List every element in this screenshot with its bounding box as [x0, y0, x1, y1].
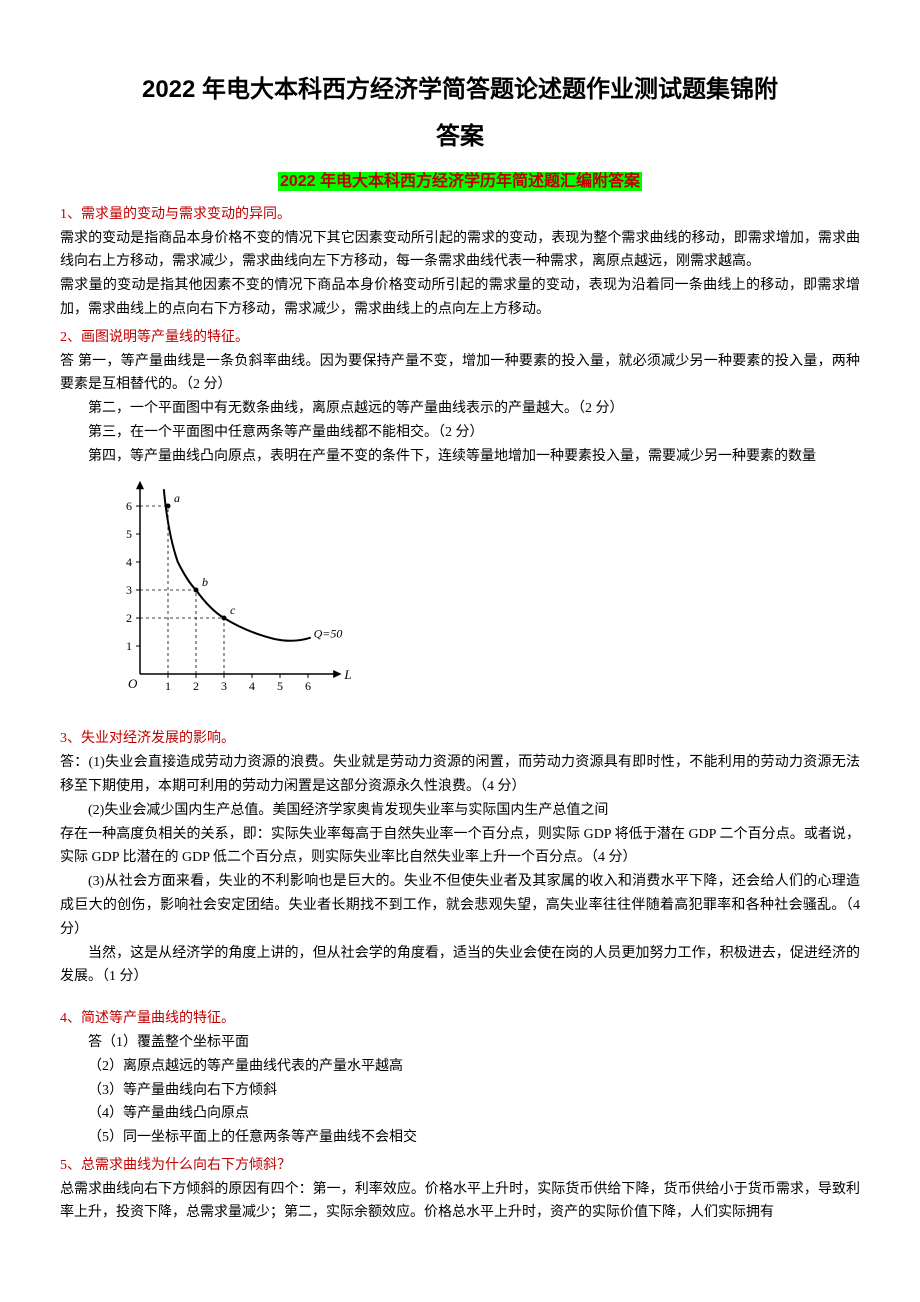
- svg-text:K: K: [128, 479, 139, 482]
- q4-p1: 答（1）覆盖整个坐标平面: [60, 1031, 860, 1055]
- q3-p2: (2)失业会减少国内生产总值。美国经济学家奥肯发现失业率与实际国内生产总值之间: [60, 799, 860, 823]
- svg-text:6: 6: [126, 499, 132, 513]
- q5-p1: 总需求曲线向右下方倾斜的原因有四个：第一，利率效应。价格水平上升时，实际货币供给…: [60, 1178, 860, 1226]
- q3-label: 3、失业对经济发展的影响。: [60, 727, 860, 751]
- svg-text:a: a: [174, 491, 180, 505]
- isoquant-svg: K L O 1 2 3 4 5 6 1 2 3 4 5 6 a b c Q=50: [100, 479, 360, 709]
- q1-label: 1、需求量的变动与需求变动的异同。: [60, 203, 860, 227]
- q4-p2: （2）离原点越远的等产量曲线代表的产量水平越高: [60, 1055, 860, 1079]
- q4-p5: （5）同一坐标平面上的任意两条等产量曲线不会相交: [60, 1126, 860, 1150]
- subtitle-highlight: 2022 年电大本科西方经济学历年简述题汇编附答案: [278, 172, 642, 191]
- q4-p3: （3）等产量曲线向右下方倾斜: [60, 1079, 860, 1103]
- svg-text:5: 5: [126, 527, 132, 541]
- svg-text:c: c: [230, 603, 236, 617]
- q3-p3: 存在一种高度负相关的关系，即：实际失业率每高于自然失业率一个百分点，则实际 GD…: [60, 823, 860, 871]
- q2-p1: 答 第一，等产量曲线是一条负斜率曲线。因为要保持产量不变，增加一种要素的投入量，…: [60, 350, 860, 398]
- svg-text:3: 3: [126, 583, 132, 597]
- q2-p3: 第三，在一个平面图中任意两条等产量曲线都不能相交。（2 分）: [60, 421, 860, 445]
- svg-text:1: 1: [165, 679, 171, 693]
- q1-p2: 需求量的变动是指其他因素不变的情况下商品本身价格变动所引起的需求量的变动，表现为…: [60, 274, 860, 322]
- q1-p1: 需求的变动是指商品本身价格不变的情况下其它因素变动所引起的需求的变动，表现为整个…: [60, 227, 860, 275]
- page-title-line2: 答案: [60, 117, 860, 158]
- q4-p4: （4）等产量曲线凸向原点: [60, 1102, 860, 1126]
- q2-label: 2、画图说明等产量线的特征。: [60, 326, 860, 350]
- subtitle-wrap: 2022 年电大本科西方经济学历年简述题汇编附答案: [60, 168, 860, 195]
- q3-p1: 答：(1)失业会直接造成劳动力资源的浪费。失业就是劳动力资源的闲置，而劳动力资源…: [60, 751, 860, 799]
- q3-p4: (3)从社会方面来看，失业的不利影响也是巨大的。失业不但使失业者及其家属的收入和…: [60, 870, 860, 941]
- q5-label: 5、总需求曲线为什么向右下方倾斜？: [60, 1154, 860, 1178]
- q3-p5: 当然，这是从经济学的角度上讲的，但从社会学的角度看，适当的失业会使在岗的人员更加…: [60, 942, 860, 990]
- q4-label: 4、简述等产量曲线的特征。: [60, 1007, 860, 1031]
- svg-text:6: 6: [305, 679, 311, 693]
- svg-text:Q=50: Q=50: [314, 626, 343, 640]
- svg-text:4: 4: [249, 679, 255, 693]
- svg-text:L: L: [343, 667, 351, 682]
- svg-text:3: 3: [221, 679, 227, 693]
- svg-text:5: 5: [277, 679, 283, 693]
- isoquant-chart: K L O 1 2 3 4 5 6 1 2 3 4 5 6 a b c Q=50: [100, 479, 860, 718]
- svg-text:1: 1: [126, 639, 132, 653]
- q2-p4: 第四，等产量曲线凸向原点，表明在产量不变的条件下，连续等量地增加一种要素投入量，…: [60, 445, 860, 469]
- svg-text:b: b: [202, 575, 208, 589]
- svg-text:2: 2: [126, 611, 132, 625]
- page-title-line1: 2022 年电大本科西方经济学简答题论述题作业测试题集锦附: [60, 70, 860, 111]
- svg-text:4: 4: [126, 555, 132, 569]
- q2-p2: 第二，一个平面图中有无数条曲线，离原点越远的等产量曲线表示的产量越大。（2 分）: [60, 397, 860, 421]
- svg-text:2: 2: [193, 679, 199, 693]
- svg-text:O: O: [128, 676, 138, 691]
